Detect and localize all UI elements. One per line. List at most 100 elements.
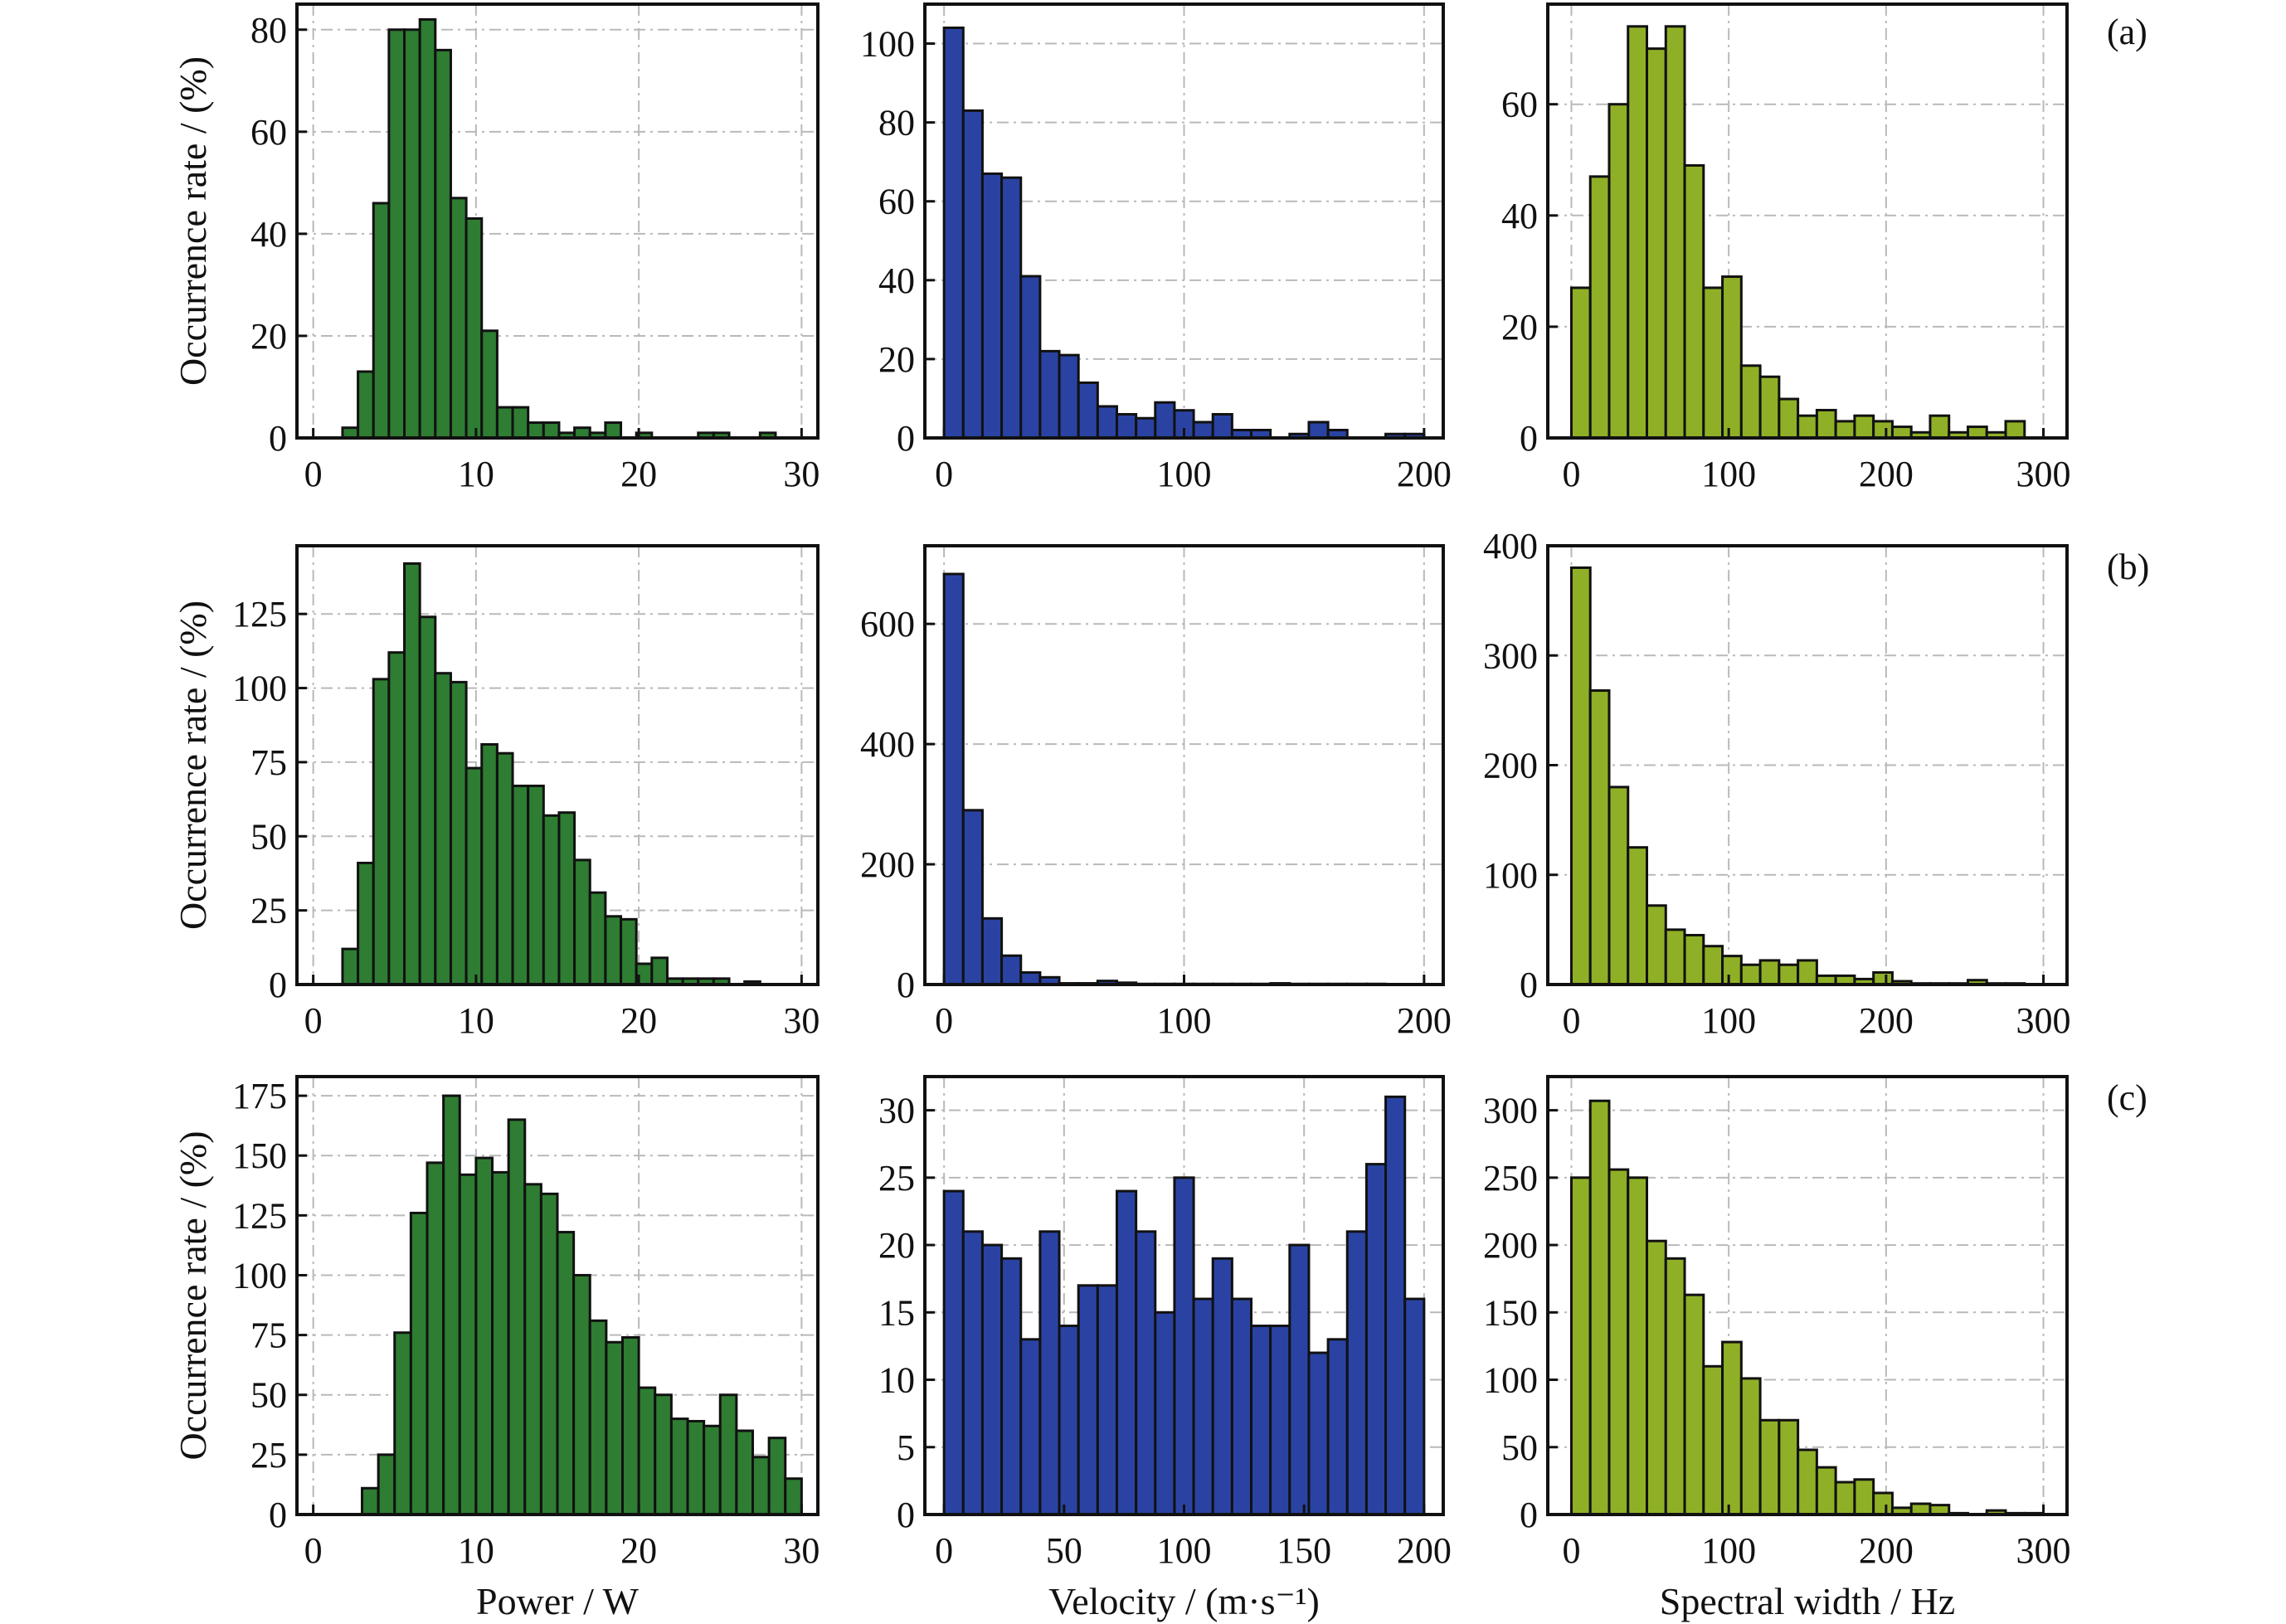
y-tick-label: 0 — [1520, 418, 1538, 459]
x-tick-label: 0 — [304, 1530, 323, 1571]
histogram-bar — [650, 956, 669, 986]
panel-tag-a: (a) — [2107, 12, 2147, 52]
x-tick-label: 300 — [2016, 1000, 2071, 1041]
y-tick-label: 20 — [878, 1225, 915, 1266]
histogram-bar — [654, 1393, 673, 1516]
y-tick-label: 0 — [269, 1495, 287, 1535]
axes-frame — [1546, 1075, 2069, 1516]
histogram-bar — [449, 680, 468, 986]
histogram-bar — [542, 421, 561, 440]
histogram-bar — [511, 406, 530, 440]
histogram-bar — [1154, 1310, 1176, 1516]
histogram-bar — [1815, 1466, 1837, 1516]
histogram-bar — [637, 1386, 657, 1516]
histogram-bar — [556, 1231, 576, 1516]
histogram-bar — [372, 678, 391, 986]
histogram-bar — [1646, 904, 1667, 986]
histogram-bar — [507, 1118, 527, 1516]
histogram-bar — [573, 858, 591, 986]
histogram-bar — [604, 915, 623, 986]
histogram-bar — [1058, 353, 1080, 440]
histogram-bar — [1096, 405, 1118, 440]
histogram-bar — [1664, 1257, 1686, 1516]
histogram-bar — [1966, 425, 1988, 440]
histogram-bar — [1607, 103, 1630, 440]
panel-b-power: 0 25 50 75 100 125 0 10 20 30 Occurrence rate / (%… — [172, 544, 820, 1041]
histogram-bar — [942, 1189, 965, 1516]
histogram-bar — [1627, 846, 1649, 986]
x-tick-label: 200 — [1859, 454, 1914, 494]
y-tick-label: 40 — [878, 260, 915, 301]
y-tick-label: 125 — [232, 1195, 287, 1236]
histogram-bar — [1702, 286, 1724, 440]
histogram-bar — [458, 1173, 478, 1516]
y-tick-label: 50 — [250, 1375, 287, 1416]
histogram-bar — [1739, 963, 1762, 986]
histogram-bar — [1872, 970, 1894, 986]
histogram-bar — [1192, 421, 1214, 440]
histogram-bar — [980, 917, 1004, 986]
histogram-bar — [1739, 1377, 1762, 1516]
histogram-bar — [1739, 364, 1762, 440]
x-tick-label: 0 — [304, 454, 323, 494]
panel-c-velocity: 0 5 10 15 20 25 30 0 50 100 150 200 — [878, 1075, 1452, 1571]
y-tick-label: 40 — [250, 214, 287, 255]
y-tick-label: 75 — [250, 1315, 287, 1356]
histogram-bar — [1569, 286, 1592, 440]
histogram-bar — [1702, 1364, 1724, 1516]
histogram-bar — [718, 1393, 738, 1516]
histogram-bar — [403, 28, 421, 440]
panel-b-spectral: 0 100 200 300 400 0 100 200 300 (b) — [1483, 526, 2149, 1041]
y-tick-label: 5 — [897, 1427, 915, 1468]
x-tick-label: 30 — [783, 1000, 820, 1041]
y-tick-label: 60 — [878, 182, 915, 222]
histogram-bar — [1211, 1257, 1233, 1516]
histogram-bar — [1588, 689, 1611, 986]
histogram-bar — [1702, 945, 1724, 986]
y-tick-label: 80 — [250, 10, 287, 51]
histogram-bar — [751, 1456, 771, 1516]
y-tick-label: 175 — [232, 1076, 287, 1116]
y-tick-label: 25 — [250, 891, 287, 931]
x-tick-label: 200 — [1859, 1000, 1914, 1041]
histogram-bar — [527, 785, 545, 986]
y-tick-label: 10 — [878, 1360, 915, 1401]
histogram-bar — [1345, 1230, 1368, 1516]
histogram-bar — [1834, 1481, 1856, 1516]
histogram-bar — [1038, 1230, 1061, 1516]
y-tick-label: 25 — [250, 1435, 287, 1476]
histogram-bar — [1853, 1478, 1875, 1516]
x-tick-label: 200 — [1397, 454, 1452, 494]
histogram-bar — [372, 202, 391, 440]
histogram-bar — [1000, 176, 1023, 440]
histogram-bar — [542, 814, 561, 986]
histogram-bar — [1627, 25, 1649, 440]
x-tick-label: 20 — [620, 454, 657, 494]
histogram-bar — [1683, 933, 1705, 986]
y-tick-label: 80 — [878, 103, 915, 143]
histogram-bar — [669, 1417, 689, 1516]
x-tick-label: 30 — [783, 1530, 820, 1571]
histogram-bar — [980, 172, 1004, 440]
histogram-bar — [1664, 928, 1686, 986]
histogram-bar — [418, 615, 437, 986]
panel-tag-c: (c) — [2107, 1077, 2147, 1118]
x-tick-label: 10 — [458, 454, 494, 494]
x-tick-label: 50 — [1046, 1530, 1082, 1571]
histogram-bar — [1019, 1338, 1042, 1516]
x-tick-label: 100 — [1701, 1530, 1756, 1571]
x-tick-label: 10 — [458, 1000, 494, 1041]
x-tick-label: 0 — [1562, 1530, 1580, 1571]
histogram-bar — [1890, 425, 1913, 440]
panel-tag-b: (b) — [2107, 547, 2149, 587]
y-tick-label: 40 — [1501, 196, 1538, 236]
y-tick-label: 100 — [1483, 855, 1538, 896]
y-tick-label: 30 — [878, 1091, 915, 1131]
axes-frame — [1546, 2, 2069, 440]
histogram-bar — [1797, 414, 1818, 440]
histogram-bar — [426, 1161, 445, 1516]
y-tick-label: 100 — [232, 1255, 287, 1296]
y-tick-label: 150 — [232, 1135, 287, 1176]
histogram-bar — [1607, 1168, 1630, 1516]
histogram-bar — [357, 370, 375, 440]
